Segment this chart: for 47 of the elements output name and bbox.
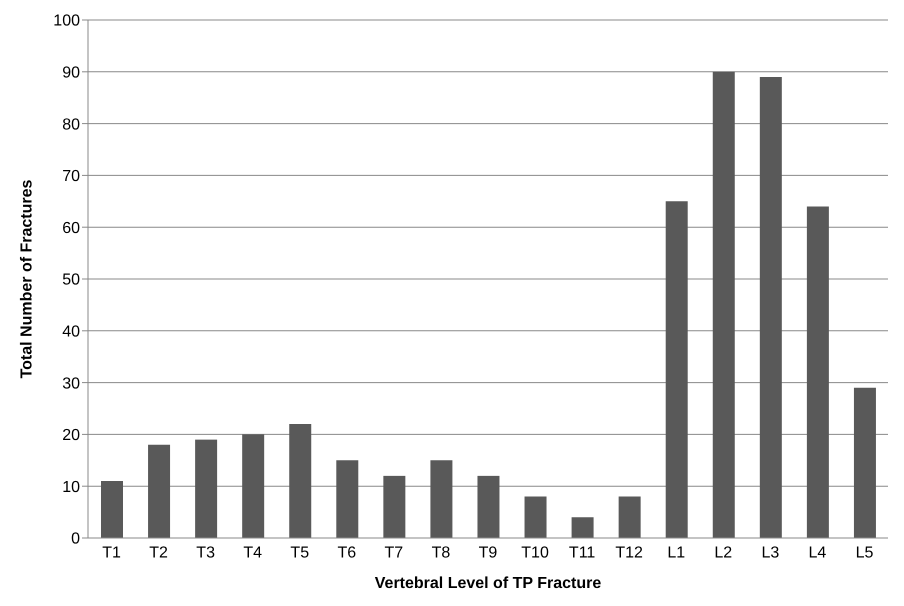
bar [806, 206, 829, 538]
bar [195, 440, 218, 538]
y-tick-label: 70 [62, 168, 80, 186]
x-tick-label: T9 [478, 544, 498, 562]
x-axis-title: Vertebral Level of TP Fracture [374, 575, 602, 592]
y-tick-label: 40 [62, 323, 80, 340]
y-tick-label: 30 [62, 375, 80, 392]
bar [148, 444, 170, 538]
bar [383, 476, 406, 538]
y-tick-label: 10 [62, 478, 80, 496]
x-tick-label: T7 [384, 544, 404, 562]
bar [101, 481, 123, 538]
y-tick-label: 60 [62, 220, 80, 237]
bar [712, 72, 735, 538]
bar [430, 460, 452, 538]
x-tick-label: T10 [521, 544, 549, 562]
x-tick-label: T4 [243, 544, 262, 562]
bar [289, 424, 312, 538]
bar [242, 434, 264, 538]
bar [572, 517, 594, 538]
y-tick-label: 80 [62, 116, 80, 134]
x-tick-label: T5 [290, 544, 310, 562]
x-tick-label: T11 [568, 544, 596, 562]
x-tick-label: L4 [808, 544, 826, 562]
x-tick-label: L1 [667, 544, 686, 562]
y-tick-label: 90 [62, 64, 80, 82]
y-tick-label: 50 [62, 272, 80, 289]
y-tick-label: 100 [53, 12, 80, 30]
y-tick-label: 20 [62, 427, 80, 444]
bar [524, 496, 547, 538]
x-tick-label: T8 [432, 544, 450, 562]
bar [336, 460, 358, 538]
bar [618, 496, 641, 538]
x-tick-label: L5 [856, 544, 874, 562]
x-tick-label: T1 [102, 544, 121, 562]
bar [666, 201, 688, 538]
bar [760, 76, 782, 538]
y-tick-label: 0 [71, 530, 80, 548]
x-tick-label: T12 [615, 544, 644, 562]
x-tick-label: L2 [714, 544, 732, 562]
x-tick-label: T3 [196, 544, 216, 562]
x-tick-label: L3 [761, 544, 780, 562]
x-tick-label: T6 [337, 544, 356, 562]
bar [854, 388, 876, 538]
bar [477, 476, 500, 538]
y-axis-title: Total Number of Fractures [18, 179, 36, 378]
x-tick-label: T2 [149, 544, 168, 562]
